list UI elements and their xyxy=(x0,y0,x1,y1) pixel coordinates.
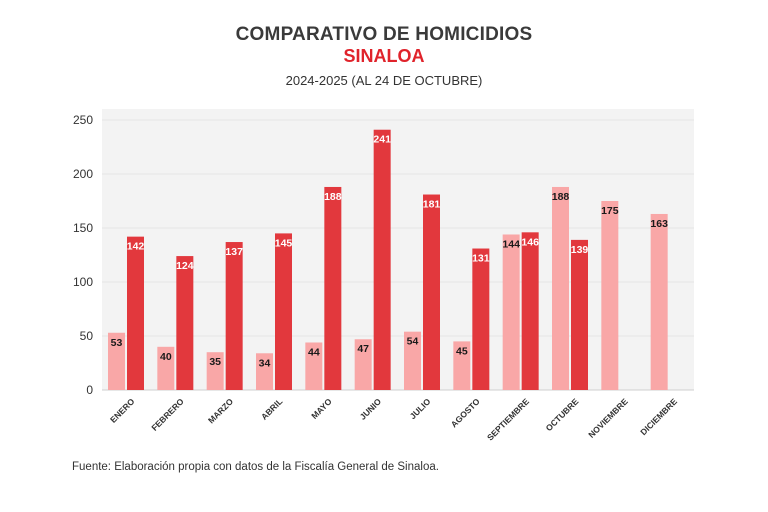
data-label: 34 xyxy=(259,357,271,369)
data-label: 163 xyxy=(650,218,668,230)
y-tick-label: 50 xyxy=(80,329,94,343)
data-label: 45 xyxy=(456,345,468,357)
bar xyxy=(650,213,668,390)
x-tick-label: OCTUBRE xyxy=(544,396,581,433)
x-tick-label: JUNIO xyxy=(358,396,384,422)
plot-area xyxy=(102,109,694,390)
source-note: Fuente: Elaboración propia con datos de … xyxy=(72,461,439,473)
data-label: 188 xyxy=(324,191,342,203)
bar xyxy=(176,256,194,390)
y-tick-label: 200 xyxy=(73,167,93,181)
data-label: 44 xyxy=(308,346,320,358)
bar xyxy=(571,239,588,390)
y-tick-label: 250 xyxy=(73,113,93,127)
x-tick-label: ABRIL xyxy=(259,396,284,421)
x-tick-label: DICIEMBRE xyxy=(638,396,679,437)
bar xyxy=(521,232,539,390)
data-label: 124 xyxy=(176,260,194,272)
data-label: 146 xyxy=(521,236,539,248)
data-label: 142 xyxy=(127,241,145,253)
bar xyxy=(423,194,440,390)
bar xyxy=(256,353,273,390)
bar xyxy=(127,236,144,390)
bar xyxy=(404,331,421,390)
x-tick-label: NOVIEMBRE xyxy=(586,396,630,440)
x-tick-label: FEBRERO xyxy=(149,396,186,433)
x-tick-label: ENERO xyxy=(108,396,137,425)
x-tick-label: SEPTIEMBRE xyxy=(485,396,531,442)
bar xyxy=(206,352,224,390)
bar xyxy=(472,248,490,390)
bar xyxy=(373,129,391,390)
y-tick-label: 100 xyxy=(73,275,93,289)
bar xyxy=(601,201,619,390)
x-tick-label: JULIO xyxy=(408,396,433,421)
data-label: 241 xyxy=(373,134,391,146)
data-label: 131 xyxy=(472,253,490,265)
bar xyxy=(453,341,471,390)
bar xyxy=(502,234,520,390)
bar xyxy=(354,339,372,390)
data-label: 175 xyxy=(601,205,619,217)
data-label: 188 xyxy=(552,191,570,203)
bar xyxy=(324,186,342,390)
bar xyxy=(157,346,175,390)
data-label: 53 xyxy=(111,337,123,349)
chart-subtitle: SINALOA xyxy=(343,46,425,66)
x-tick-label: MARZO xyxy=(206,396,235,425)
bar xyxy=(305,342,323,390)
bar xyxy=(275,233,292,390)
data-label: 145 xyxy=(275,237,293,249)
data-label: 181 xyxy=(423,199,441,211)
chart-title: COMPARATIVO DE HOMICIDIOS xyxy=(235,24,533,45)
data-label: 137 xyxy=(225,246,243,258)
data-label: 35 xyxy=(209,356,221,368)
data-label: 144 xyxy=(502,238,520,250)
x-tick-label: MAYO xyxy=(309,396,334,421)
chart-period: 2024-2025 (AL 24 DE OCTUBRE) xyxy=(285,73,483,88)
data-label: 47 xyxy=(357,343,369,355)
bar xyxy=(552,186,569,390)
x-tick-label: AGOSTO xyxy=(449,396,482,429)
bar xyxy=(108,332,125,390)
data-label: 54 xyxy=(407,336,419,348)
bar xyxy=(225,242,243,390)
data-label: 139 xyxy=(571,244,589,256)
y-tick-label: 150 xyxy=(73,221,93,235)
data-label: 40 xyxy=(160,351,172,363)
y-tick-label: 0 xyxy=(86,383,93,397)
